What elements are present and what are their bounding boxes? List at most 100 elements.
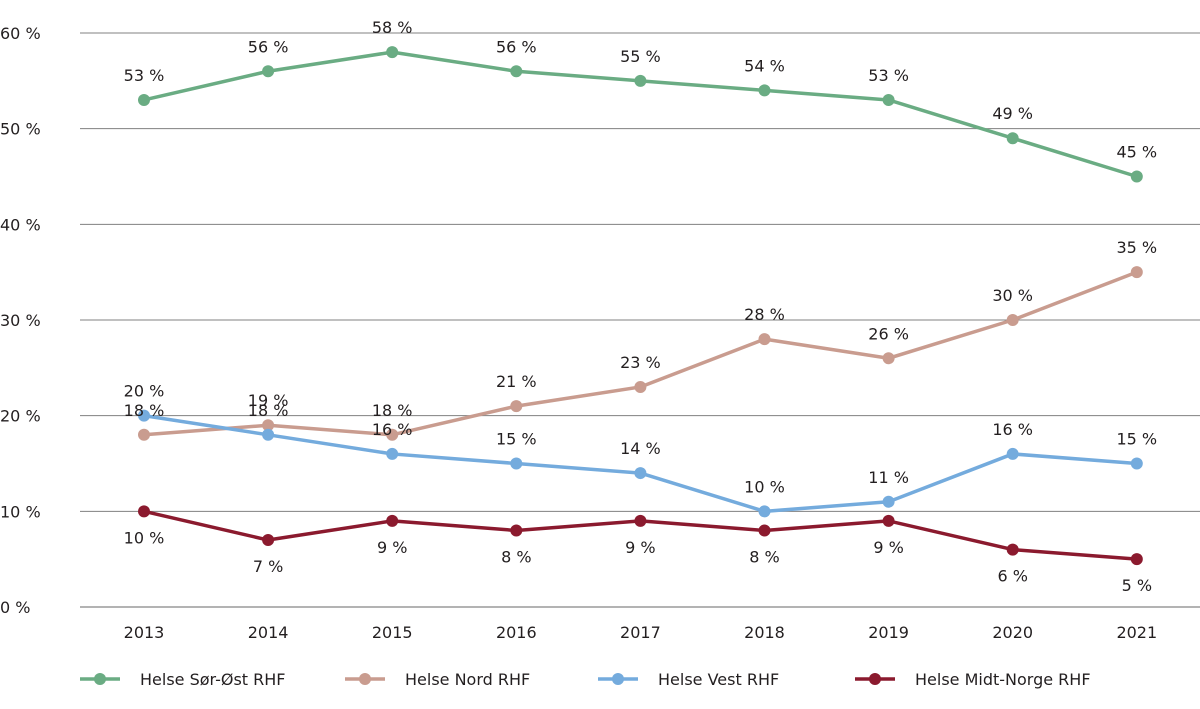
data-point	[634, 514, 647, 527]
data-label: 45 %	[1116, 143, 1157, 162]
data-point	[510, 65, 523, 78]
legend-swatch-marker	[869, 673, 881, 685]
data-point	[882, 495, 895, 508]
data-label: 56 %	[248, 37, 289, 56]
data-point	[138, 409, 150, 422]
data-point	[386, 46, 399, 59]
data-point	[510, 457, 523, 470]
data-point	[882, 514, 895, 527]
data-label: 9 %	[873, 538, 903, 557]
data-label: 18 %	[372, 401, 413, 420]
data-label: 19 %	[248, 391, 289, 410]
y-tick-label: 10 %	[0, 502, 41, 521]
data-point	[758, 84, 771, 97]
data-point	[1006, 132, 1019, 145]
y-tick-label: 50 %	[0, 120, 41, 139]
y-tick-label: 60 %	[0, 24, 41, 43]
legend: Helse Sør-Øst RHF Helse Nord RHF Helse Ves…	[80, 670, 1091, 689]
data-label: 16 %	[372, 420, 413, 439]
data-point	[758, 333, 771, 346]
data-label: 26 %	[868, 324, 909, 343]
legend-swatch-marker	[94, 673, 106, 685]
legend-item: Helse Sør-Øst RHF	[80, 670, 286, 689]
data-point	[1006, 543, 1019, 556]
data-label: 14 %	[620, 439, 661, 458]
data-label: 16 %	[992, 420, 1033, 439]
data-label: 9 %	[377, 538, 407, 557]
legend-swatch-marker	[612, 673, 624, 685]
legend-swatch-marker	[359, 673, 371, 685]
data-label: 28 %	[744, 305, 785, 324]
data-point	[262, 428, 275, 441]
x-tick-label: 2013	[124, 623, 165, 642]
data-point	[634, 467, 647, 480]
data-label: 54 %	[744, 56, 785, 75]
data-point	[138, 428, 150, 441]
data-label: 8 %	[749, 547, 779, 566]
data-point	[882, 352, 895, 365]
data-point	[1006, 314, 1019, 326]
data-label: 18 %	[124, 401, 165, 420]
data-point	[882, 93, 895, 106]
data-point	[262, 534, 275, 547]
legend-label: Helse Midt-Norge RHF	[915, 670, 1091, 689]
x-tick-label: 2018	[744, 623, 785, 642]
data-point	[138, 505, 150, 518]
data-point	[1006, 447, 1019, 460]
data-point	[510, 400, 523, 413]
series-line-2	[142, 413, 1139, 514]
data-label: 15 %	[1116, 430, 1157, 449]
x-tick-label: 2021	[1116, 623, 1157, 642]
data-point	[138, 93, 150, 106]
data-label: 21 %	[496, 372, 537, 391]
data-label: 49 %	[992, 104, 1033, 123]
data-point	[1130, 170, 1143, 183]
x-tick-label: 2016	[496, 623, 537, 642]
gridlines	[80, 32, 1200, 608]
data-point	[386, 514, 399, 527]
data-point	[1130, 266, 1143, 279]
y-tick-label: 30 %	[0, 311, 41, 330]
data-point	[1130, 457, 1143, 470]
y-tick-label: 0 %	[0, 598, 30, 617]
data-label: 18 %	[248, 401, 289, 420]
y-axis: 0 % 10 % 20 % 30 % 40 % 50 % 60 %	[0, 24, 41, 617]
legend-label: Helse Nord RHF	[405, 670, 530, 689]
data-label: 53 %	[124, 66, 165, 85]
x-tick-label: 2020	[992, 623, 1033, 642]
data-label: 8 %	[501, 547, 531, 566]
data-label: 9 %	[625, 538, 655, 557]
data-label: 53 %	[868, 66, 909, 85]
x-tick-label: 2015	[372, 623, 413, 642]
data-point	[262, 419, 275, 432]
data-labels: 53 % 56 % 58 % 56 % 55 % 54 % 53 % 49 % 45 % 18 %…	[124, 18, 1157, 595]
x-tick-label: 2019	[868, 623, 909, 642]
legend-label: Helse Vest RHF	[658, 670, 779, 689]
legend-item: Helse Vest RHF	[598, 670, 779, 689]
data-point	[758, 524, 771, 537]
data-label: 7 %	[253, 557, 283, 576]
x-axis: 2013 2014 2015 2016 2017 2018 2019 2020 2021	[124, 623, 1158, 642]
data-label: 58 %	[372, 18, 413, 37]
x-tick-label: 2014	[248, 623, 289, 642]
legend-item: Helse Midt-Norge RHF	[855, 670, 1091, 689]
data-label: 35 %	[1116, 238, 1157, 257]
data-label: 11 %	[868, 468, 909, 487]
data-point	[386, 428, 399, 441]
data-point	[386, 447, 399, 460]
y-tick-label: 20 %	[0, 407, 41, 426]
data-point	[262, 65, 275, 78]
data-point	[758, 505, 771, 518]
data-label: 23 %	[620, 353, 661, 372]
data-label: 15 %	[496, 430, 537, 449]
data-label: 30 %	[992, 286, 1033, 305]
data-point	[634, 74, 647, 87]
series-line-0	[142, 50, 1139, 179]
series-group	[138, 46, 1143, 566]
legend-label: Helse Sør-Øst RHF	[140, 670, 286, 689]
data-point	[510, 524, 523, 537]
y-tick-label: 40 %	[0, 215, 41, 234]
data-label: 55 %	[620, 47, 661, 66]
data-point	[1130, 553, 1143, 566]
